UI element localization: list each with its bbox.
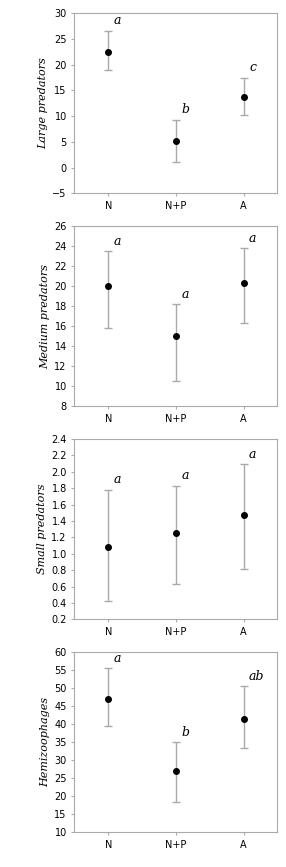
Text: a: a	[249, 232, 257, 245]
Text: a: a	[114, 235, 121, 248]
Y-axis label: Hemizoophages: Hemizoophages	[40, 697, 50, 787]
Text: a: a	[181, 288, 189, 301]
Text: a: a	[114, 14, 121, 27]
Text: ab: ab	[249, 670, 265, 683]
Text: b: b	[181, 103, 189, 116]
Y-axis label: Small predators: Small predators	[37, 484, 47, 574]
Text: c: c	[249, 62, 256, 75]
Text: a: a	[249, 448, 257, 461]
Text: b: b	[181, 727, 189, 740]
Text: a: a	[114, 652, 121, 665]
Text: a: a	[181, 469, 189, 482]
Text: a: a	[114, 473, 121, 486]
Y-axis label: Large predators: Large predators	[38, 57, 48, 149]
Y-axis label: Medium predators: Medium predators	[40, 264, 50, 368]
